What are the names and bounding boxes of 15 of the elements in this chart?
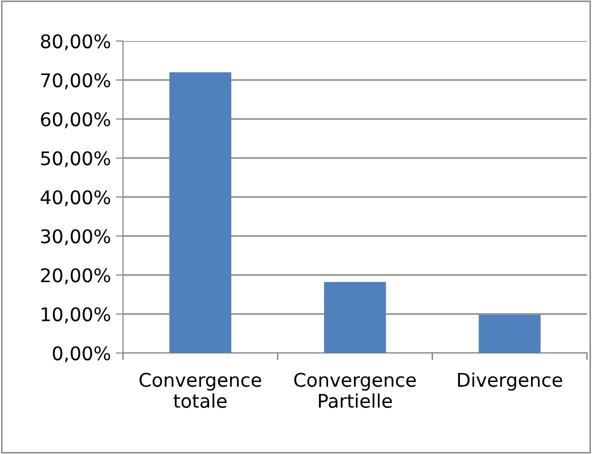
bar <box>478 314 541 353</box>
y-tick-label: 80,00% <box>40 34 110 50</box>
y-tick-label: 0,00% <box>52 346 110 362</box>
y-tick-label: 60,00% <box>41 112 110 128</box>
bar <box>169 72 232 353</box>
y-tick-label: 50,00% <box>41 151 110 168</box>
x-tick-label: Convergence Partielle <box>294 372 416 408</box>
y-tick-label: 30,00% <box>41 229 110 246</box>
y-tick-label: 70,00% <box>41 73 110 90</box>
x-tick-label: Divergence <box>458 372 562 391</box>
y-tick-label: 10,00% <box>42 307 110 324</box>
y-tick-label: 40,00% <box>40 190 110 206</box>
bar <box>324 282 386 353</box>
x-tick-label: Convergence totale <box>140 372 262 408</box>
y-tick-label: 20,00% <box>41 268 110 284</box>
